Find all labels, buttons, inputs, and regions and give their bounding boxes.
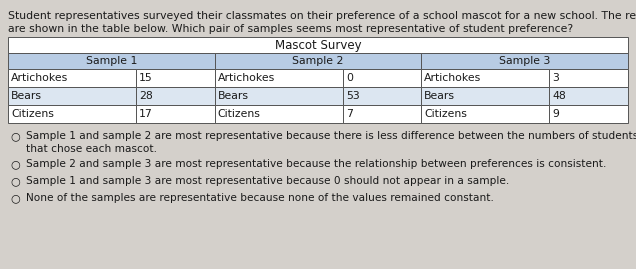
Bar: [215, 53, 421, 69]
Bar: [136, 87, 215, 105]
Text: Citizens: Citizens: [424, 109, 467, 119]
Bar: [8, 69, 136, 87]
Bar: [8, 87, 136, 105]
Text: 48: 48: [553, 91, 566, 101]
Text: Citizens: Citizens: [11, 109, 54, 119]
Text: Artichokes: Artichokes: [11, 73, 68, 83]
Text: 15: 15: [139, 73, 153, 83]
Text: ○: ○: [10, 193, 20, 203]
Text: Bears: Bears: [218, 91, 249, 101]
Text: Artichokes: Artichokes: [424, 73, 481, 83]
Bar: [343, 105, 421, 123]
Text: Sample 2: Sample 2: [293, 56, 343, 66]
Text: are shown in the table below. Which pair of samples seems most representative of: are shown in the table below. Which pair…: [8, 24, 573, 34]
Text: Bears: Bears: [11, 91, 42, 101]
Text: 3: 3: [553, 73, 559, 83]
Text: Mascot Survey: Mascot Survey: [275, 38, 361, 51]
Text: Sample 1 and sample 3 are most representative because 0 should not appear in a s: Sample 1 and sample 3 are most represent…: [26, 176, 509, 186]
Bar: [8, 105, 136, 123]
Text: 28: 28: [139, 91, 153, 101]
Text: Artichokes: Artichokes: [218, 73, 275, 83]
Bar: [343, 69, 421, 87]
Text: ○: ○: [10, 176, 20, 186]
Bar: [8, 53, 215, 69]
Text: None of the samples are representative because none of the values remained const: None of the samples are representative b…: [26, 193, 494, 203]
Bar: [421, 69, 550, 87]
Text: Sample 2 and sample 3 are most representative because the relationship between p: Sample 2 and sample 3 are most represent…: [26, 159, 606, 169]
Text: Citizens: Citizens: [218, 109, 261, 119]
Bar: [421, 87, 550, 105]
Bar: [136, 69, 215, 87]
Text: Bears: Bears: [424, 91, 455, 101]
Text: 17: 17: [139, 109, 153, 119]
Text: 0: 0: [346, 73, 353, 83]
Bar: [343, 87, 421, 105]
Bar: [550, 69, 628, 87]
Text: ○: ○: [10, 131, 20, 141]
Text: Sample 3: Sample 3: [499, 56, 550, 66]
Bar: [215, 105, 343, 123]
Bar: [550, 87, 628, 105]
Text: 9: 9: [553, 109, 559, 119]
Bar: [421, 105, 550, 123]
Text: 53: 53: [346, 91, 359, 101]
Text: ○: ○: [10, 159, 20, 169]
Bar: [215, 87, 343, 105]
Text: Sample 1 and sample 2 are most representative because there is less difference b: Sample 1 and sample 2 are most represent…: [26, 131, 636, 154]
Bar: [421, 53, 628, 69]
Bar: [136, 105, 215, 123]
Bar: [215, 69, 343, 87]
Text: 7: 7: [346, 109, 353, 119]
Text: Sample 1: Sample 1: [86, 56, 137, 66]
Bar: [8, 37, 628, 53]
Text: Student representatives surveyed their classmates on their preference of a schoo: Student representatives surveyed their c…: [8, 11, 636, 21]
Bar: [550, 105, 628, 123]
